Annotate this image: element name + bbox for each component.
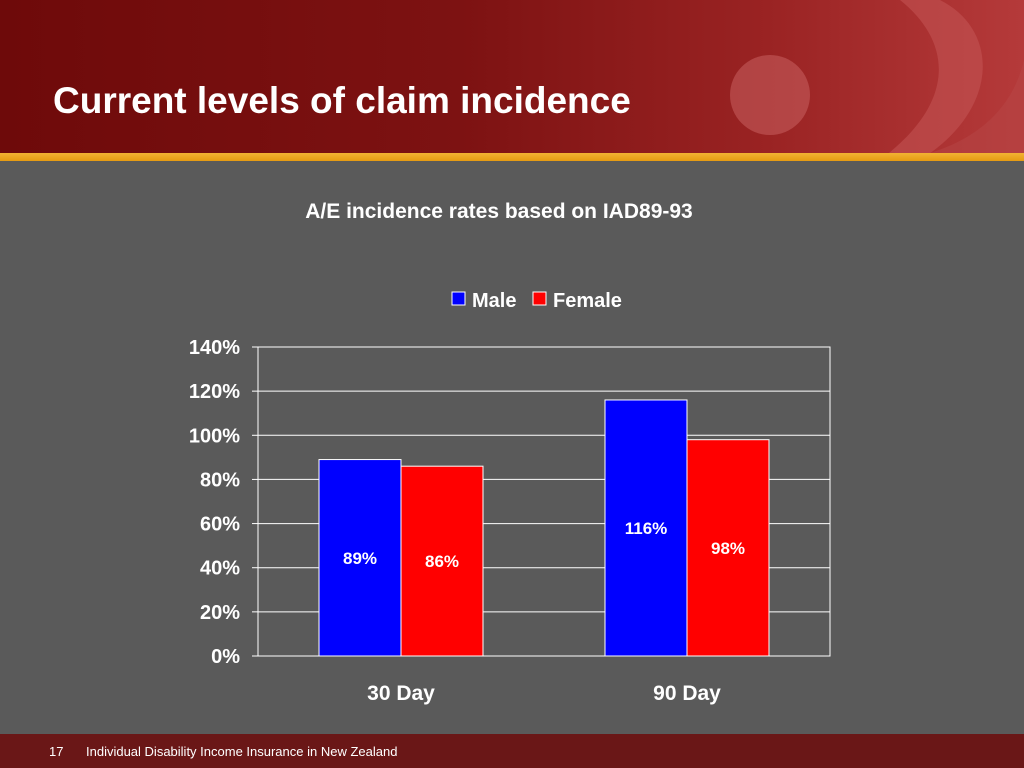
legend: Male Female bbox=[451, 290, 622, 312]
x-tick-label: 90 Day bbox=[653, 682, 721, 705]
x-tick-label: 30 Day bbox=[367, 682, 435, 705]
y-tick-label: 60% bbox=[200, 514, 240, 536]
chart-title: A/E incidence rates based on IAD89-93 bbox=[305, 200, 692, 223]
header-swirl-decoration bbox=[730, 0, 1024, 153]
legend-label-female: Female bbox=[553, 290, 622, 312]
y-tick-label: 40% bbox=[200, 558, 240, 580]
footer-band: 17 Individual Disability Income Insuranc… bbox=[0, 734, 1024, 768]
bar-female-0 bbox=[400, 465, 484, 657]
footer-text: Individual Disability Income Insurance i… bbox=[86, 744, 398, 759]
y-tick-label: 100% bbox=[189, 425, 240, 447]
bar-chart: A/E incidence rates based on IAD89-93 Ma… bbox=[189, 200, 831, 705]
legend-swatch-female bbox=[532, 291, 547, 306]
bar-male-0 bbox=[318, 459, 402, 657]
legend-swatch-male bbox=[451, 291, 466, 306]
data-label: 116% bbox=[625, 519, 668, 538]
data-label: 89% bbox=[343, 549, 377, 568]
header-band: Current levels of claim incidence bbox=[0, 0, 1024, 153]
header-swirl-arc-large bbox=[929, 60, 1024, 153]
y-tick-label: 80% bbox=[200, 469, 240, 491]
y-tick-label: 140% bbox=[189, 337, 240, 359]
page-number: 17 bbox=[49, 744, 64, 759]
slide-title: Current levels of claim incidence bbox=[53, 80, 631, 121]
gold-divider bbox=[0, 153, 1024, 161]
header-swirl-circle bbox=[730, 55, 810, 135]
header-swirl-arc bbox=[888, 0, 983, 153]
legend-label-male: Male bbox=[472, 290, 516, 312]
y-tick-label: 20% bbox=[200, 602, 240, 624]
data-label: 98% bbox=[711, 539, 745, 558]
y-tick-label: 120% bbox=[189, 381, 240, 403]
bar-female-1 bbox=[686, 439, 770, 657]
y-tick-label: 0% bbox=[211, 646, 240, 668]
plot-area: 0% 20% 40% 60% 80% 100% 120% 140% 89% 86% 30 Day 11… bbox=[189, 337, 831, 705]
data-label: 86% bbox=[425, 552, 459, 571]
bar-male-1 bbox=[604, 399, 688, 657]
